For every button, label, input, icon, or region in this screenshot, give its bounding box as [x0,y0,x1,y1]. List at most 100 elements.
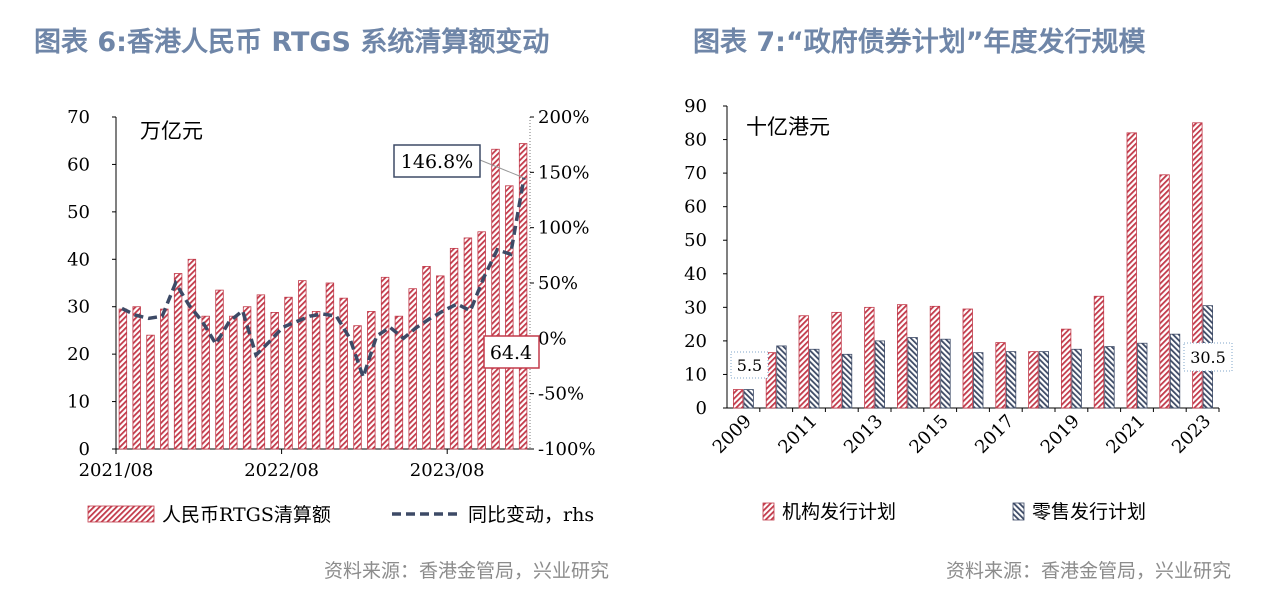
chart1-source: 资料来源：香港金管局，兴业研究 [324,560,610,582]
chart1-bar [505,185,514,450]
chart1-bar [298,280,307,450]
chart2-x-tick-label: 2021 [1102,411,1149,458]
chart2-y-tick-label: 30 [684,297,707,318]
chart2-bar-retail [776,345,787,409]
chart1-plot: 0 10 20 30 40 50 60 70 -100% -50% 0% 50% 100% 150% 200… [67,107,595,526]
chart2-bar-retail [743,389,754,409]
chart2-bar-institutional [798,315,809,409]
chart2-bar-retail [841,353,853,409]
chart1-bar [422,265,431,450]
chart1-x-tick-label: 2022/08 [244,460,319,481]
chart1-bar [353,325,362,450]
chart1-unit-label: 万亿元 [140,119,203,143]
chart2-bar-retail [940,338,951,409]
chart2-y-tick-label: 90 [684,96,707,117]
chart1-bar [449,247,459,450]
chart1-title: 图表 6:香港人民币 RTGS 系统清算额变动 [34,27,550,58]
chart1-bar [160,308,169,450]
chart1-bar [367,311,376,450]
chart1-left-tick-label: 50 [67,202,90,223]
chart2-bar-retail [1169,333,1181,409]
chart1-left-tick-label: 30 [67,297,90,318]
chart2-bar-retail [1137,342,1148,409]
chart2-plot: 0 10 20 30 40 50 60 70 80 90 2009 2011 2013 2015 2017 2… [684,96,1233,523]
chart1-left-tick-label: 0 [79,439,90,460]
chart2-y-tick-label: 60 [684,197,707,218]
chart1-bar [491,148,500,450]
chart2-bar-retail [1005,351,1017,409]
chart1-left-tick-label: 40 [67,249,90,270]
chart1-right-tick-label: -50% [538,384,584,405]
chart1-bar [242,306,252,450]
chart2-legend-institutional-swatch [762,502,775,521]
chart2-x-tick-label: 2009 [709,411,756,458]
chart2-callout-2023: 30.5 [1190,348,1226,367]
chart1-right-tick-label: 150% [538,162,589,183]
chart2-bar-retail [907,337,918,409]
chart2-y-tick-label: 40 [684,264,707,285]
chart1-left-tick-label: 60 [67,154,90,175]
chart1-bar [394,315,404,450]
chart2-title: 图表 7:“政府债券计划”年度发行规模 [693,27,1146,58]
chart2-bar-institutional [1159,174,1170,409]
chart2-y-tick-label: 20 [684,331,707,352]
chart2-bar-institutional [1061,328,1072,409]
chart2-bar-institutional [765,352,777,409]
chart2-callout-2009-box [730,351,769,379]
chart1-legend-bar-swatch [87,505,155,523]
chart1-bar [408,288,417,450]
chart1-left-tick-label: 70 [67,107,90,128]
chart2-bar-retail [973,352,984,409]
chart2-x-tick-label: 2019 [1037,411,1084,458]
chart1-right-tick-label: 200% [538,107,589,128]
chart1-bar [215,289,224,450]
chart1-legend-line-label: 同比变动，rhs [468,504,594,526]
chart1-bar [173,273,183,450]
chart1-bar [201,315,210,450]
chart2-callout-2009: 5.5 [737,356,762,375]
chart2-source: 资料来源：香港金管局，兴业研究 [946,560,1232,582]
chart2-bar-institutional [1126,132,1137,409]
chart1-legend-bar-label: 人民币RTGS清算额 [162,504,331,526]
chart2-x-tick-label: 2011 [774,411,821,458]
chart1-bar [270,312,279,450]
chart1-bar [436,275,445,450]
chart2-y-tick-label: 0 [696,398,707,419]
chart1-bar [311,311,321,450]
chart1-bar [325,282,335,450]
chart2-x-tick-label: 2015 [905,411,952,458]
chart2-callout-2023-box [1183,342,1233,372]
chart1-bar [380,276,390,450]
chart1-bar [118,308,128,450]
chart2-bar-retail [874,340,885,409]
chart1-x-tick-label: 2023/08 [410,460,485,481]
chart2-x-tick-label: 2017 [971,411,1018,458]
chart2-bar-retail [1071,348,1082,409]
chart1-x-tick-label: 2021/08 [79,460,154,481]
chart1-bar [463,237,473,450]
chart1-callout-value-box [483,335,540,369]
chart1-callout-box [393,144,481,178]
chart2-bar-institutional [1028,351,1039,409]
chart2-unit-label: 十亿港元 [746,115,830,139]
chart2-bar-retail [1038,351,1049,409]
chart2-bar-institutional [1093,295,1105,409]
chart2-bar-institutional [929,305,941,409]
chart1-bar [339,297,348,450]
chart2-legend-institutional-label: 机构发行计划 [782,501,896,523]
chart2-legend-retail-swatch [1012,502,1025,521]
chart1-bar [518,143,528,450]
chart2-bar-institutional [897,304,908,409]
chart2-bar-institutional [733,389,744,409]
chart1-right-tick-label: 100% [538,218,589,239]
chart2-y-tick-label: 80 [684,130,707,151]
chart1-left-tick-label: 20 [67,344,90,365]
chart1-yoy-line [121,177,526,383]
chart2-x-tick-label: 2023 [1168,411,1215,458]
chart1-left-tick-label: 10 [67,392,90,413]
chart1-right-tick-label: -100% [538,439,596,460]
chart2-x-tick-label: 2013 [840,411,887,458]
chart2-y-tick-label: 50 [684,230,707,251]
chart1-right-tick-label: 0% [538,328,567,349]
